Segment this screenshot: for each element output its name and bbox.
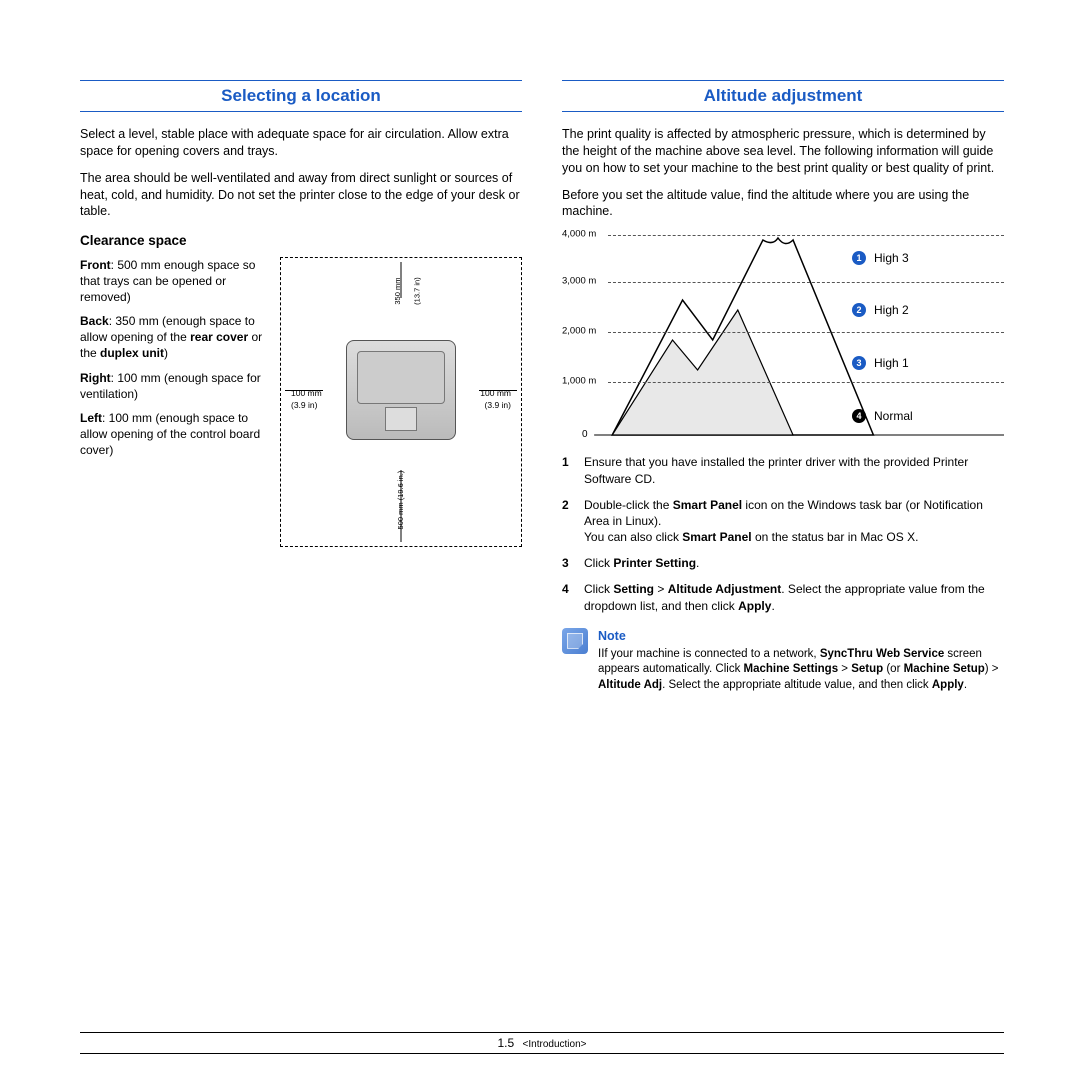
legend-item: 3 High 1: [852, 355, 909, 371]
left-column: Selecting a location Select a level, sta…: [80, 80, 522, 693]
legend-number-icon: 3: [852, 356, 866, 370]
section-title-right: Altitude adjustment: [562, 80, 1004, 112]
clearance-text: Front: 500 mm enough space so that trays…: [80, 257, 270, 547]
step-item: Click Setting > Altitude Adjustment. Sel…: [562, 581, 1004, 613]
step-item: Click Printer Setting.: [562, 555, 1004, 571]
note-text: Note IIf your machine is connected to a …: [598, 628, 1004, 693]
step-item: Double-click the Smart Panel icon on the…: [562, 497, 1004, 546]
footer-chapter: 1.: [498, 1036, 508, 1050]
legend-item: 4 Normal: [852, 408, 913, 424]
altitude-chart: 4,000 m3,000 m2,000 m1,000 m 0 1High 32H…: [562, 230, 1004, 440]
alt-label: 1,000 m: [562, 376, 596, 389]
note-body: IIf your machine is connected to a netwo…: [598, 647, 1004, 694]
steps-list: Ensure that you have installed the print…: [562, 454, 1004, 614]
legend-number-icon: 4: [852, 409, 866, 423]
clearance-subhead: Clearance space: [80, 232, 522, 250]
dim-top-in: (13.7 in): [413, 277, 423, 305]
note-title: Note: [598, 628, 1004, 645]
legend-label: Normal: [874, 408, 913, 424]
note-icon: [562, 628, 588, 654]
clearance-back: Back: 350 mm (enough space to allow open…: [80, 313, 270, 362]
dim-left-mm: 100 mm: [291, 388, 322, 399]
left-para-1: Select a level, stable place with adequa…: [80, 126, 522, 160]
alt-zero: 0: [582, 428, 588, 442]
right-para-1: The print quality is affected by atmosph…: [562, 126, 1004, 177]
legend-number-icon: 2: [852, 303, 866, 317]
clearance-row: Front: 500 mm enough space so that trays…: [80, 257, 522, 547]
left-para-2: The area should be well-ventilated and a…: [80, 170, 522, 221]
clearance-right: Right: 100 mm (enough space for ventilat…: [80, 370, 270, 402]
legend-item: 2 High 2: [852, 302, 909, 318]
alt-label: 3,000 m: [562, 276, 596, 289]
dim-bottom: 500 mm (19.6 in.): [396, 471, 406, 530]
legend-item: 1 High 3: [852, 250, 909, 266]
dim-top-mm: 350 mm: [393, 277, 403, 304]
step-item: Ensure that you have installed the print…: [562, 454, 1004, 486]
clearance-left: Left: 100 mm (enough space to allow open…: [80, 410, 270, 459]
footer-label: <Introduction>: [523, 1039, 587, 1050]
clearance-front: Front: 500 mm enough space so that trays…: [80, 257, 270, 306]
footer-page: 5: [508, 1036, 515, 1050]
legend-label: High 1: [874, 355, 909, 371]
alt-label: 4,000 m: [562, 229, 596, 242]
section-title-left: Selecting a location: [80, 80, 522, 112]
footer: 1.5 <Introduction>: [80, 1032, 1004, 1055]
dim-right-in: (3.9 in): [485, 400, 511, 411]
legend-label: High 3: [874, 250, 909, 266]
legend-label: High 2: [874, 302, 909, 318]
page: Selecting a location Select a level, sta…: [0, 0, 1080, 733]
right-column: Altitude adjustment The print quality is…: [562, 80, 1004, 693]
legend-number-icon: 1: [852, 251, 866, 265]
note-block: Note IIf your machine is connected to a …: [562, 628, 1004, 693]
dim-left-in: (3.9 in): [291, 400, 317, 411]
printer-icon: [346, 340, 456, 440]
alt-label: 2,000 m: [562, 326, 596, 339]
dim-right-mm: 100 mm: [480, 388, 511, 399]
right-para-2: Before you set the altitude value, find …: [562, 187, 1004, 221]
clearance-diagram: 350 mm (13.7 in) 100 mm (3.9 in) 100 mm …: [280, 257, 522, 547]
